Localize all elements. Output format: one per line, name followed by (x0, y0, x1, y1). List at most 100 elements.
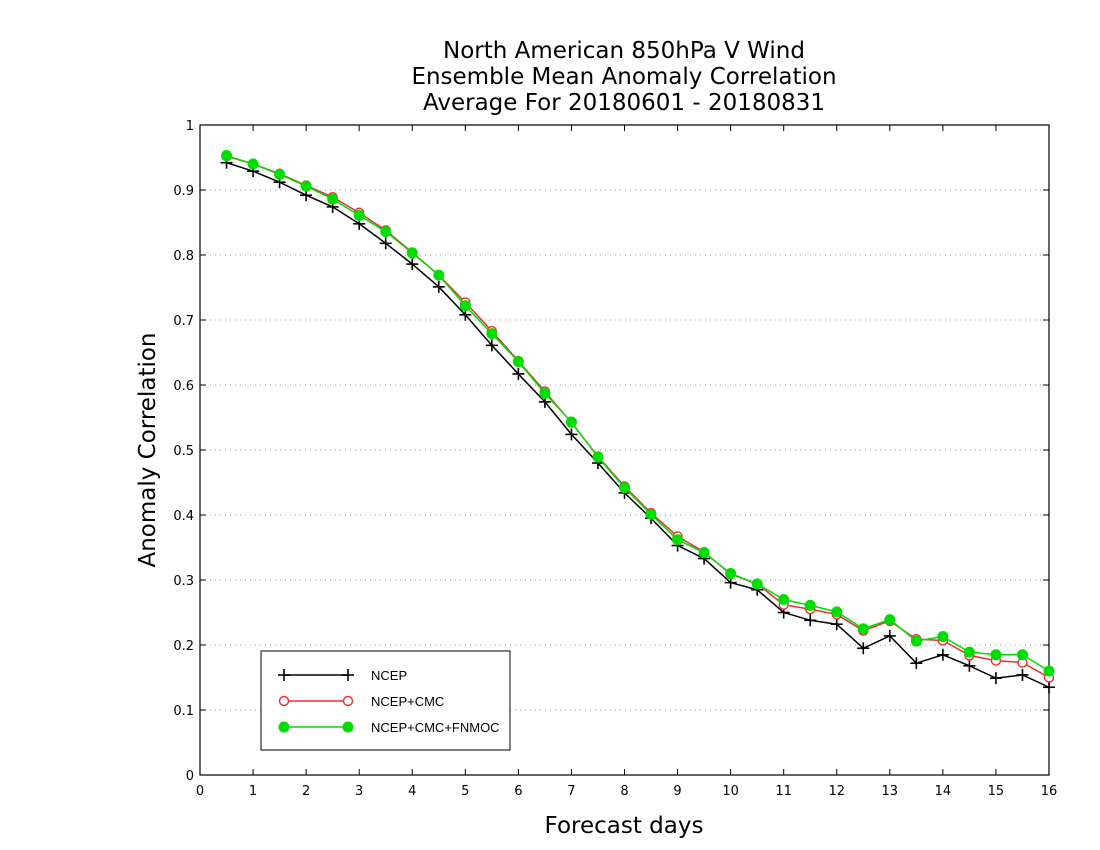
data-point (936, 648, 949, 661)
data-point (1016, 649, 1028, 661)
x-tick-label: 5 (461, 784, 469, 799)
legend-label: NCEP (371, 668, 407, 683)
data-point (274, 168, 286, 180)
legend-entry: NCEP+CMC+FNMOC (278, 720, 500, 735)
y-tick-label: 0.5 (173, 444, 194, 459)
data-point (884, 614, 896, 626)
data-point (327, 193, 339, 205)
legend-marker (278, 721, 290, 733)
data-point (433, 269, 445, 281)
y-tick-label: 0 (186, 769, 194, 784)
y-tick-label: 0.1 (173, 704, 194, 719)
data-point (831, 606, 843, 618)
axes: 00.10.20.30.40.50.60.70.80.910 1 2 3 4 5 6 7 8 9 1… (173, 119, 1057, 799)
data-point (672, 534, 684, 546)
x-axis-label: Forecast days (545, 813, 704, 839)
x-tick-label: 6 (514, 784, 522, 799)
data-point (512, 367, 525, 380)
x-tick-label: 1 (249, 784, 257, 799)
data-point (857, 623, 869, 635)
x-tick-label: 13 (882, 784, 899, 799)
y-axis-label: Anomaly Correlation (135, 332, 161, 567)
x-tick-label: 8 (620, 784, 628, 799)
x-tick-label: 14 (935, 784, 952, 799)
data-point (1043, 665, 1055, 677)
x-tick-label: 16 (1041, 784, 1058, 799)
data-point (353, 209, 365, 221)
series-line (226, 161, 1050, 688)
data-point (910, 657, 923, 670)
title-line-2: Ensemble Mean Anomaly Correlation (411, 64, 836, 90)
series-line (226, 155, 1050, 679)
y-tick-label: 0.6 (173, 379, 194, 394)
x-tick-label: 10 (722, 784, 739, 799)
legend-entry: NCEP+CMC (278, 694, 444, 709)
series-layer (220, 150, 1055, 694)
data-point (963, 659, 976, 672)
x-tick-label: 2 (302, 784, 310, 799)
series-ncep (220, 156, 1055, 694)
legend-label: NCEP+CMC (371, 694, 444, 709)
y-tick-label: 0.7 (173, 314, 194, 329)
data-point (247, 158, 259, 170)
data-point (1016, 668, 1029, 681)
data-point (539, 387, 551, 399)
data-point (778, 594, 790, 605)
data-point (406, 258, 419, 271)
x-tick-label: 4 (408, 784, 416, 799)
x-tick-label: 15 (988, 784, 1005, 799)
legend-label: NCEP+CMC+FNMOC (371, 720, 500, 735)
series-ncep-cmc-fnmoc (221, 150, 1055, 677)
data-point (380, 226, 392, 238)
y-tick-label: 0.4 (173, 509, 194, 524)
data-point (300, 180, 312, 192)
data-point (725, 568, 737, 579)
title-line-1: North American 850hPa V Wind (443, 38, 805, 64)
x-tick-label: 11 (775, 784, 792, 799)
data-point (619, 482, 630, 494)
data-point (1043, 681, 1055, 694)
y-tick-label: 1 (186, 119, 194, 134)
data-point (592, 451, 604, 463)
legend-marker (278, 669, 290, 681)
legend-marker (278, 695, 290, 707)
data-point (565, 428, 578, 441)
data-point (990, 649, 1002, 661)
data-point (883, 629, 896, 642)
data-point (459, 300, 471, 312)
data-point (963, 646, 975, 658)
data-point (645, 508, 657, 520)
data-point (486, 328, 498, 340)
data-point (698, 547, 710, 559)
legend-entry: NCEP (278, 668, 407, 683)
gridlines (200, 189, 1049, 711)
y-tick-label: 0.8 (173, 249, 194, 264)
legend-marker (342, 695, 354, 707)
y-tick-label: 0.3 (173, 574, 194, 589)
data-point (910, 635, 922, 647)
data-point (565, 416, 577, 428)
data-point (512, 356, 524, 368)
x-tick-label: 0 (196, 784, 204, 799)
series-ncep-cmc (221, 150, 1055, 683)
data-point (830, 618, 843, 631)
data-point (379, 237, 392, 250)
data-point (804, 614, 817, 627)
data-point (937, 631, 949, 643)
data-point (804, 599, 816, 611)
y-tick-label: 0.2 (173, 639, 194, 654)
x-tick-label: 7 (567, 784, 575, 799)
x-tick-label: 3 (355, 784, 363, 799)
legend-marker (342, 669, 354, 681)
x-tick-label: 12 (828, 784, 845, 799)
data-point (485, 339, 498, 352)
data-point (751, 578, 763, 590)
legend: NCEP NCEP+CMC NCEP+CMC+FNMOC (260, 650, 511, 751)
legend-marker (342, 721, 354, 733)
data-point (432, 280, 445, 293)
data-point (989, 672, 1002, 685)
y-tick-label: 0.9 (173, 184, 194, 199)
x-tick-label: 9 (673, 784, 681, 799)
